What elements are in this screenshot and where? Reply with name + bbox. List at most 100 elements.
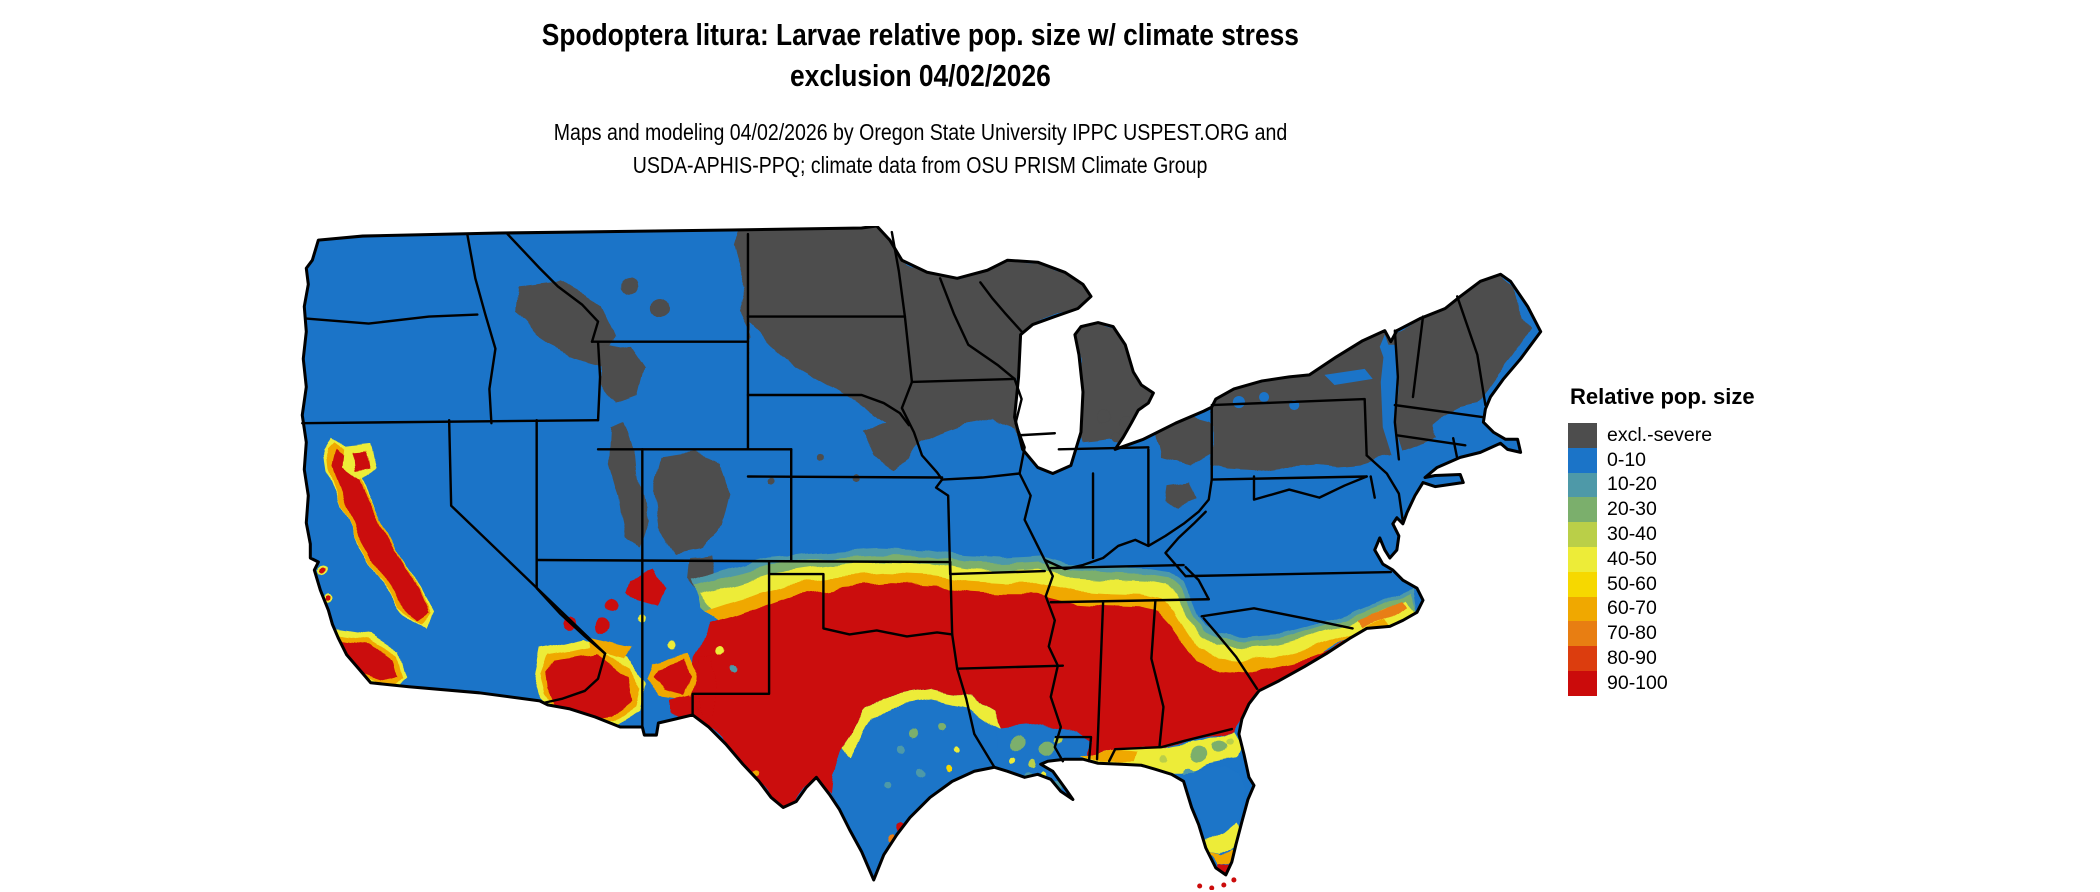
map-speck-nm-yellow1 xyxy=(668,642,677,651)
legend-swatch-b30 xyxy=(1568,522,1597,547)
map-shape xyxy=(956,664,1065,670)
map-region-champlain xyxy=(1379,334,1393,367)
map-region-excluded-group xyxy=(517,226,1532,597)
map-speck-stx-green1 xyxy=(938,725,947,734)
map-region-excl-northeast xyxy=(1211,274,1532,472)
map-shape xyxy=(948,569,1046,576)
map-region-excl-northern-tier xyxy=(732,226,1092,470)
subtitle-line-1: Maps and modeling 04/02/2026 by Oregon S… xyxy=(553,119,1287,145)
map-shape xyxy=(900,380,944,481)
legend-swatch-b40 xyxy=(1568,546,1597,572)
map-shape xyxy=(506,232,600,343)
map-shape xyxy=(447,418,607,655)
map-region-excl-colorado-rockies xyxy=(652,452,729,553)
map-speck-stx-teal1 xyxy=(897,745,906,754)
map-region-mohawk-valley xyxy=(1324,368,1373,385)
map-shape xyxy=(305,313,479,325)
legend-label: 70-80 xyxy=(1607,622,1657,645)
map-shape xyxy=(746,475,944,479)
map-shape xyxy=(903,315,914,384)
legend-swatch-b60 xyxy=(1568,596,1597,622)
map-keys-dot4 xyxy=(1231,877,1237,883)
title-line-2: exclusion 04/02/2026 xyxy=(789,58,1051,93)
map-shape xyxy=(1210,475,1368,481)
map-shape xyxy=(1049,598,1210,604)
legend-swatch-b20 xyxy=(1568,497,1597,523)
page-subtitle: Maps and modeling 04/02/2026 by Oregon S… xyxy=(320,116,1520,182)
map-shape xyxy=(535,558,607,705)
map-shape xyxy=(1210,397,1368,457)
legend-label: 50-60 xyxy=(1607,572,1657,595)
map-speck-fl-yg1 xyxy=(1159,753,1168,762)
map-keys-dot3 xyxy=(1221,882,1227,888)
map-region-socal-red xyxy=(340,640,397,681)
legend-title: Relative pop. size xyxy=(1570,384,1755,409)
legend-item: 10-20 xyxy=(1568,472,1755,498)
map-shape xyxy=(979,281,1024,334)
map-region-excl-idaho-montana-rockies xyxy=(517,281,616,367)
title-line-1: Spodoptera litura: Larvae relative pop. … xyxy=(541,17,1299,52)
map-region-warm-bands xyxy=(688,547,1417,875)
map-state-borders xyxy=(301,230,1487,769)
map-region-excl-montana-spot2 xyxy=(651,299,670,318)
map-speck-ca-coast-red2 xyxy=(325,595,332,602)
map-shape xyxy=(1150,599,1165,749)
map-region-central-florida-blue xyxy=(1171,767,1244,846)
map-region-south-florida-yellow xyxy=(1203,821,1242,854)
map-region-wnm-red xyxy=(626,570,665,607)
legend-swatch-b70 xyxy=(1568,621,1597,647)
map-container xyxy=(298,226,1546,890)
map-shape xyxy=(890,230,907,318)
legend-item: excl.-severe xyxy=(1568,423,1755,448)
map-shape xyxy=(938,277,1016,381)
map-speck-stx-yellow1 xyxy=(954,746,961,753)
map-shape xyxy=(1252,475,1368,501)
map-region-soregon-red xyxy=(352,452,370,471)
legend-swatch-b80 xyxy=(1568,646,1597,671)
map-speck-stx-teal2 xyxy=(917,770,927,779)
legend-swatch-b50 xyxy=(1568,571,1597,597)
map-speck-nm-yellow2 xyxy=(716,644,725,653)
map-shape xyxy=(535,558,952,564)
legend-swatch-b90 xyxy=(1568,670,1597,696)
map-shape xyxy=(746,393,911,427)
map-shape xyxy=(1049,563,1185,570)
legend-item: 70-80 xyxy=(1568,621,1755,647)
map-fringe-mogollon-orange xyxy=(590,636,631,659)
map-speck-la-green3 xyxy=(1061,763,1074,776)
map-shape xyxy=(1202,617,1259,690)
map-shape xyxy=(948,560,959,670)
map-speck-wnm-red xyxy=(605,599,620,614)
map-shape xyxy=(1043,478,1213,571)
map-speck-la-green2 xyxy=(1039,741,1056,758)
map-shape xyxy=(1057,446,1150,451)
legend-label: 80-90 xyxy=(1607,647,1657,670)
map-shape xyxy=(691,560,771,717)
map-region-excl-yellowstone xyxy=(600,344,646,403)
map-shape xyxy=(956,667,996,769)
map-shape xyxy=(1393,329,1401,461)
map-shape xyxy=(1018,432,1057,437)
map-region-excl-wasatch xyxy=(608,422,649,548)
map-fill-layers xyxy=(302,226,1541,880)
map-speck-fl-green1 xyxy=(1190,746,1207,763)
map-region-excl-nebraska-spot1 xyxy=(817,453,826,462)
map-speck-stx-gold xyxy=(944,766,951,773)
map-keys-dot2 xyxy=(1209,885,1215,890)
legend: Relative pop. size excl.-severe 0-10 10-20… xyxy=(1568,384,1755,696)
legend-label: excl.-severe xyxy=(1607,423,1713,446)
map-speck-la-green1 xyxy=(1010,737,1025,752)
map-shape xyxy=(1411,315,1425,399)
legend-label: 20-30 xyxy=(1607,498,1657,521)
map-shape xyxy=(940,472,1021,481)
map-region-wny-spot1 xyxy=(1232,396,1245,409)
map-shape xyxy=(1107,727,1234,763)
legend-item: 30-40 xyxy=(1568,522,1755,547)
map-speck-fl-yg2 xyxy=(1224,737,1233,746)
map-shape xyxy=(1200,607,1354,630)
map-region-excl-indiana-spot2 xyxy=(1110,432,1121,443)
legend-swatch-b10 xyxy=(1568,472,1597,498)
map-shape xyxy=(1164,510,1207,578)
map-shape xyxy=(767,572,954,638)
map-shape xyxy=(466,232,497,425)
